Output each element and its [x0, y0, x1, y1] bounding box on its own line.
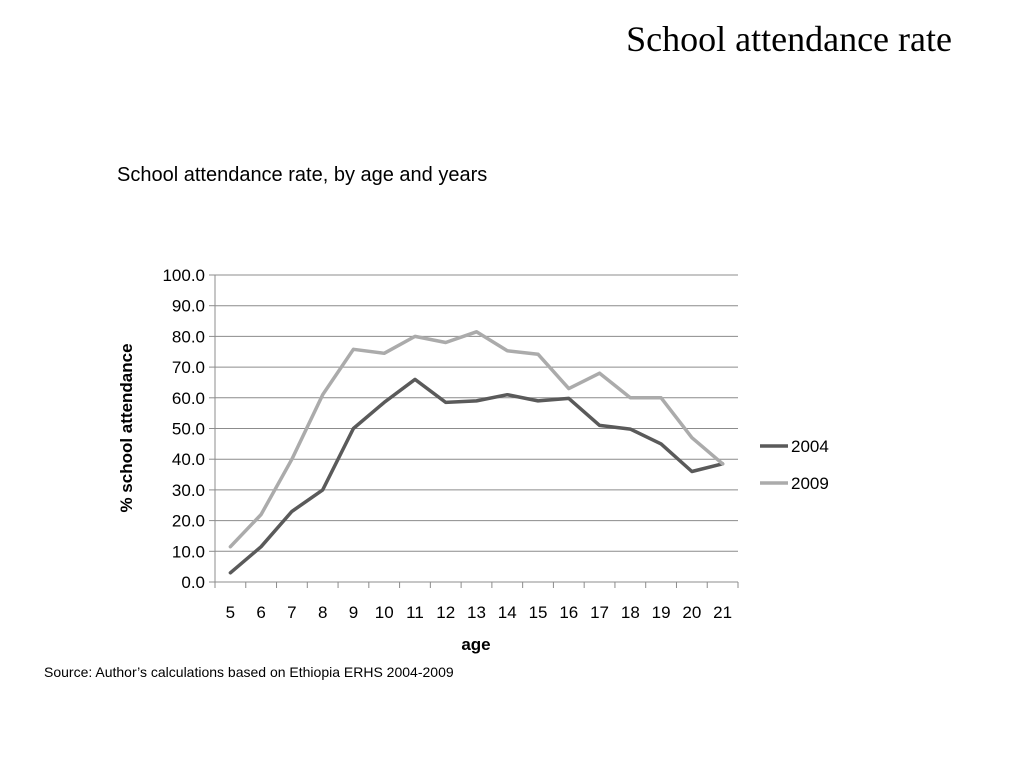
y-tick-label: 30.0 [172, 481, 205, 500]
x-tick-label: 15 [529, 603, 548, 622]
y-tick-label: 90.0 [172, 297, 205, 316]
x-tick-label: 13 [467, 603, 486, 622]
x-tick-label: 6 [256, 603, 265, 622]
x-axis-label: age [461, 635, 490, 654]
x-tick-label: 16 [559, 603, 578, 622]
x-tick-label: 9 [349, 603, 358, 622]
x-tick-labels: 5 6 7 8 9 10 11 12 13 14 15 16 17 18 19 20 21 [226, 603, 732, 622]
y-tick-labels: 0.0 10.0 20.0 30.0 40.0 50.0 60.0 70.0 80.0 90.0 1… [162, 266, 205, 592]
x-tick-label: 7 [287, 603, 296, 622]
x-tick-label: 5 [226, 603, 235, 622]
slide-title: School attendance rate [626, 19, 952, 59]
y-tick-label: 50.0 [172, 420, 205, 439]
x-tick-label: 12 [436, 603, 455, 622]
y-tick-label: 100.0 [162, 266, 205, 285]
y-tick-label: 20.0 [172, 512, 205, 531]
x-tick-label: 8 [318, 603, 327, 622]
axes [209, 274, 739, 588]
legend-label-2009: 2009 [791, 474, 829, 493]
x-tick-label: 18 [621, 603, 640, 622]
x-tick-label: 20 [682, 603, 701, 622]
x-tick-label: 10 [375, 603, 394, 622]
series-line-2004 [228, 377, 725, 575]
gridlines [215, 274, 738, 552]
y-tick-label: 60.0 [172, 389, 205, 408]
legend-label-2004: 2004 [791, 437, 829, 456]
x-tick-label: 14 [498, 603, 517, 622]
y-tick-label: 0.0 [181, 573, 205, 592]
x-tick-label: 21 [713, 603, 732, 622]
x-tick-label: 17 [590, 603, 609, 622]
y-tick-label: 40.0 [172, 450, 205, 469]
series-line-2009 [228, 330, 725, 549]
y-tick-label: 10.0 [172, 542, 205, 561]
legend: 2004 2009 [760, 437, 829, 493]
y-axis-label: % school attendance [117, 343, 136, 512]
source-note: Source: Author’s calculations based on E… [44, 664, 454, 680]
y-tick-label: 80.0 [172, 327, 205, 346]
x-tick-label: 11 [406, 603, 424, 622]
chart-title: School attendance rate, by age and years [117, 164, 488, 186]
x-tick-label: 19 [652, 603, 671, 622]
y-tick-label: 70.0 [172, 358, 205, 377]
series-lines [228, 330, 725, 575]
